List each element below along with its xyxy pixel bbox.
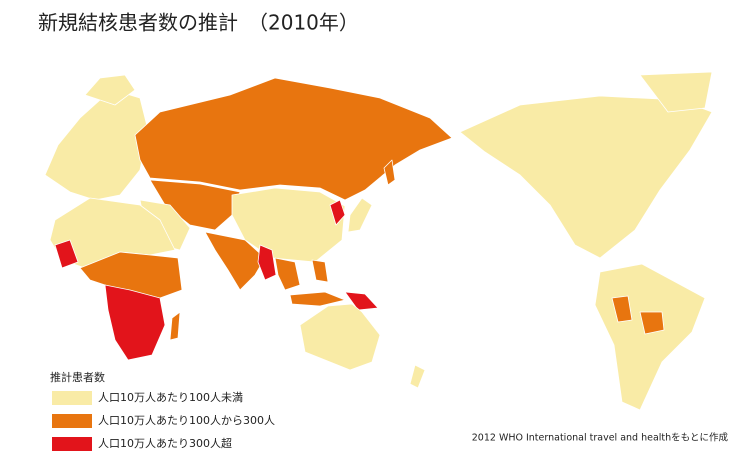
region [347,197,373,233]
region [79,251,183,299]
region [257,244,277,281]
region [299,303,381,371]
region [84,74,136,106]
legend-swatch [52,437,92,451]
region [231,187,346,263]
legend-label: 人口10万人あたり100人未満 [98,391,243,404]
world-map [44,71,713,411]
source-note: 2012 WHO International travel and health… [472,432,729,444]
region [639,311,665,335]
region [459,95,713,259]
region [169,311,181,341]
region [311,259,329,283]
region [611,295,633,323]
region [54,239,79,269]
region [44,91,149,201]
legend-swatch [52,414,92,428]
region [409,364,426,389]
region [274,257,301,291]
legend-label: 人口10万人あたり100人から300人 [98,414,275,427]
region [289,291,346,307]
legend: 人口10万人あたり100人未満人口10万人あたり100人から300人人口10万人… [52,391,275,451]
legend-swatch [52,391,92,405]
legend-title: 推計患者数 [50,370,105,384]
region [594,263,706,411]
region [344,291,379,311]
region [204,231,266,291]
legend-label: 人口10万人あたり300人超 [98,436,232,450]
region [329,199,346,226]
region [383,159,396,186]
region [134,77,453,201]
region [639,71,713,113]
title: 新規結核患者数の推計 （2010年） [38,11,359,35]
region [104,284,166,361]
